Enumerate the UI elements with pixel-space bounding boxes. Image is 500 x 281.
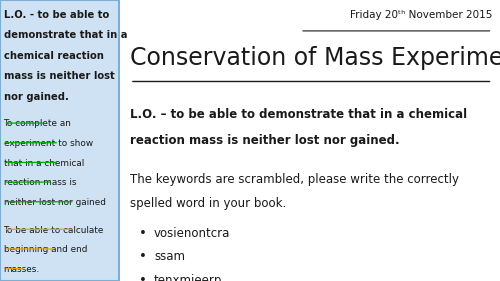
Text: To complete an: To complete an — [4, 119, 71, 128]
Text: L.O. - to be able to: L.O. - to be able to — [4, 10, 109, 20]
Text: •: • — [139, 250, 147, 263]
Text: Friday 20ᵗʰ November 2015: Friday 20ᵗʰ November 2015 — [350, 10, 492, 20]
Text: vosienontcra: vosienontcra — [154, 227, 230, 240]
Text: tenxmieerp: tenxmieerp — [154, 274, 222, 281]
Text: •: • — [139, 227, 147, 240]
Text: masses.: masses. — [4, 265, 40, 274]
Text: To be able to calculate: To be able to calculate — [4, 226, 104, 235]
Text: Conservation of Mass Experiment: Conservation of Mass Experiment — [130, 46, 500, 70]
Text: that in a chemical: that in a chemical — [4, 159, 84, 168]
Text: beginning and end: beginning and end — [4, 245, 87, 254]
Text: mass is neither lost: mass is neither lost — [4, 71, 114, 81]
Text: demonstrate that in a: demonstrate that in a — [4, 30, 127, 40]
Text: chemical reaction: chemical reaction — [4, 51, 103, 61]
Text: ssam: ssam — [154, 250, 185, 263]
Text: nor gained.: nor gained. — [4, 92, 68, 102]
Text: The keywords are scrambled, please write the correctly: The keywords are scrambled, please write… — [130, 173, 459, 185]
Text: reaction mass is: reaction mass is — [4, 178, 76, 187]
Text: •: • — [139, 274, 147, 281]
FancyBboxPatch shape — [0, 0, 119, 281]
Text: L.O. – to be able to demonstrate that in a chemical: L.O. – to be able to demonstrate that in… — [130, 108, 467, 121]
Text: experiment to show: experiment to show — [4, 139, 92, 148]
Text: reaction mass is neither lost nor gained.: reaction mass is neither lost nor gained… — [130, 134, 400, 147]
Text: neither lost nor gained: neither lost nor gained — [4, 198, 106, 207]
Text: spelled word in your book.: spelled word in your book. — [130, 197, 286, 210]
